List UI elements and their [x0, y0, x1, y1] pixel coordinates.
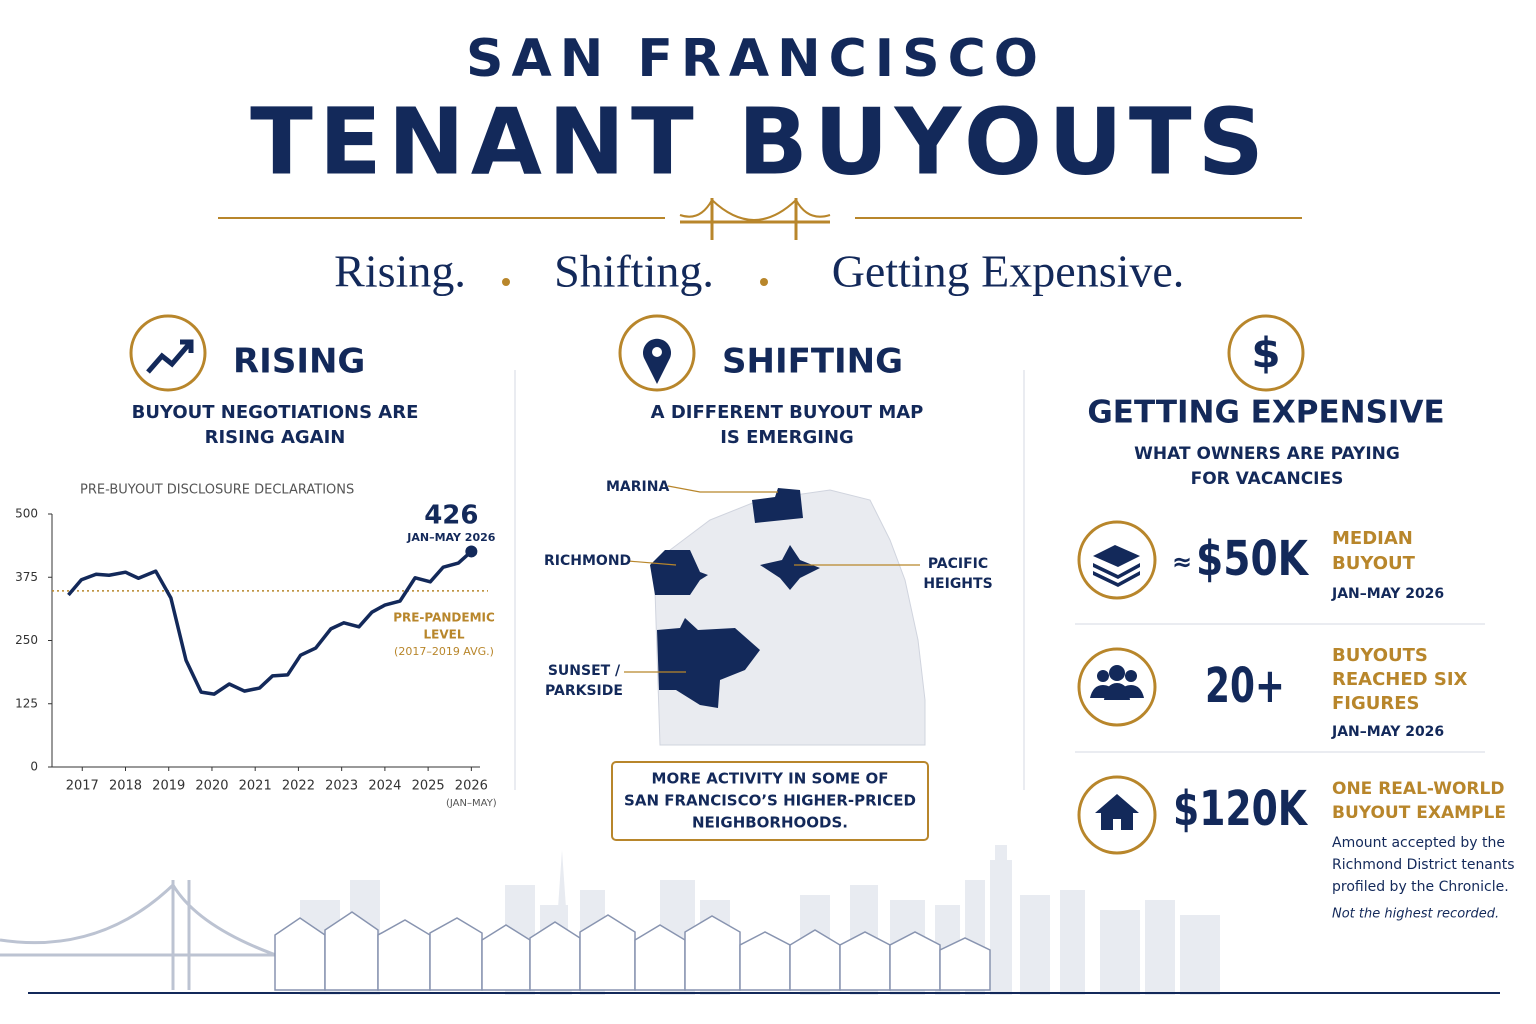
bridge-icon: [679, 198, 831, 240]
x-tick-label: 2025: [412, 779, 445, 794]
x-tick-label: 2026: [455, 779, 488, 794]
house-icon: [1095, 794, 1139, 830]
stat-label: FIGURES: [1332, 693, 1420, 714]
houses: [274, 911, 991, 991]
section-heading: GETTING EXPENSIVE: [1087, 395, 1444, 431]
section-heading: RISING: [233, 342, 365, 382]
tagline-part: Shifting.: [554, 246, 714, 297]
series-line: [67, 550, 473, 696]
callout-text: MORE ACTIVITY IN SOME OF: [652, 770, 889, 788]
stat-note: Not the highest recorded.: [1332, 907, 1499, 922]
end-point: [465, 545, 478, 558]
stat-description: Amount accepted by the: [1332, 835, 1505, 851]
icon-circle: [1227, 314, 1305, 392]
marina-shape: [752, 488, 803, 523]
callout-text: SAN FRANCISCO’S HIGHER-PRICED: [624, 792, 916, 810]
section-subheading: FOR VACANCIES: [1191, 469, 1344, 489]
chart-title: PRE-BUYOUT DISCLOSURE DECLARATIONS: [80, 483, 354, 498]
people-icon: [1090, 665, 1144, 700]
richmond-shape: [650, 550, 708, 595]
pacific-heights-shape: [760, 545, 820, 590]
stat-label: REACHED SIX: [1332, 669, 1468, 690]
stat-label: BUYOUTS: [1332, 645, 1428, 666]
stat-label: MEDIAN: [1332, 528, 1413, 549]
neighborhood-label: RICHMOND: [544, 553, 631, 569]
x-tick-label: 2023: [325, 779, 358, 794]
section-subheading: RISING AGAIN: [205, 427, 346, 448]
x-tick-label: 2022: [282, 779, 315, 794]
x-note: (JAN–MAY): [446, 798, 497, 809]
x-tick-label: 2018: [109, 779, 142, 794]
callout-box: [611, 761, 929, 841]
y-tick-label: 125: [15, 696, 38, 710]
neighborhood-label: MARINA: [606, 479, 669, 495]
stat-value: $120K: [1173, 781, 1308, 837]
callout-text: NEIGHBORHOODS.: [692, 814, 848, 832]
stat-value: $50K: [1196, 531, 1309, 587]
y-tick-label: 0: [30, 760, 38, 774]
section-subheading: BUYOUT NEGOTIATIONS ARE: [132, 402, 419, 423]
stat-description: profiled by the Chronicle.: [1332, 879, 1509, 895]
neighborhood-label: PACIFIC: [928, 556, 988, 572]
pin-icon: [643, 338, 671, 384]
y-tick-label: 500: [15, 507, 38, 521]
stat-note: JAN–MAY 2026: [1331, 724, 1444, 740]
stat-note: JAN–MAY 2026: [1331, 586, 1444, 602]
stat-value: 20+: [1205, 658, 1285, 714]
end-label: 426: [424, 501, 478, 531]
section-heading: SHIFTING: [722, 342, 903, 382]
end-note: JAN–MAY 2026: [406, 531, 495, 544]
icon-circle: [129, 314, 207, 392]
x-tick-label: 2017: [66, 779, 99, 794]
separator: [502, 278, 510, 286]
reference-label: LEVEL: [424, 627, 465, 641]
separator: [760, 278, 768, 286]
x-tick-label: 2019: [152, 779, 185, 794]
stat-prefix: ≈: [1172, 548, 1192, 576]
stat-label: BUYOUT EXAMPLE: [1332, 803, 1506, 823]
title-line1: SAN FRANCISCO: [466, 29, 1046, 89]
stat-description: Richmond District tenants: [1332, 857, 1515, 873]
section-subheading: WHAT OWNERS ARE PAYING: [1134, 444, 1400, 464]
x-tick-label: 2020: [195, 779, 228, 794]
y-tick-label: 250: [15, 633, 38, 647]
neighborhood-label: HEIGHTS: [923, 576, 992, 592]
neighborhood-label: PARKSIDE: [545, 683, 623, 699]
title-line2: TENANT BUYOUTS: [250, 88, 1270, 195]
line-chart: 0 125 250 375 500 2017 2018 2019 2020 2021 2022 202…: [15, 501, 497, 810]
tagline-part: Getting Expensive.: [832, 246, 1185, 297]
reference-sublabel: (2017–2019 AVG.): [394, 645, 494, 658]
x-tick-label: 2024: [368, 779, 401, 794]
sunset-shape: [657, 618, 760, 708]
stat-label: ONE REAL-WORLD: [1332, 779, 1504, 799]
tagline-part: Rising.: [334, 246, 466, 297]
money-icon: [1093, 545, 1140, 587]
pin-hole: [652, 347, 662, 357]
reference-label: PRE-PANDEMIC: [393, 610, 495, 624]
trend-icon: [146, 339, 194, 374]
bridge-illustration: [0, 880, 300, 990]
stat-label: BUYOUT: [1332, 553, 1416, 574]
x-tick-label: 2021: [239, 779, 272, 794]
dollar-icon: $: [1251, 329, 1280, 378]
section-subheading: A DIFFERENT BUYOUT MAP: [651, 402, 924, 423]
y-tick-label: 375: [15, 570, 38, 584]
neighborhood-label: SUNSET /: [548, 663, 621, 679]
map: [624, 485, 926, 746]
section-subheading: IS EMERGING: [720, 427, 854, 448]
